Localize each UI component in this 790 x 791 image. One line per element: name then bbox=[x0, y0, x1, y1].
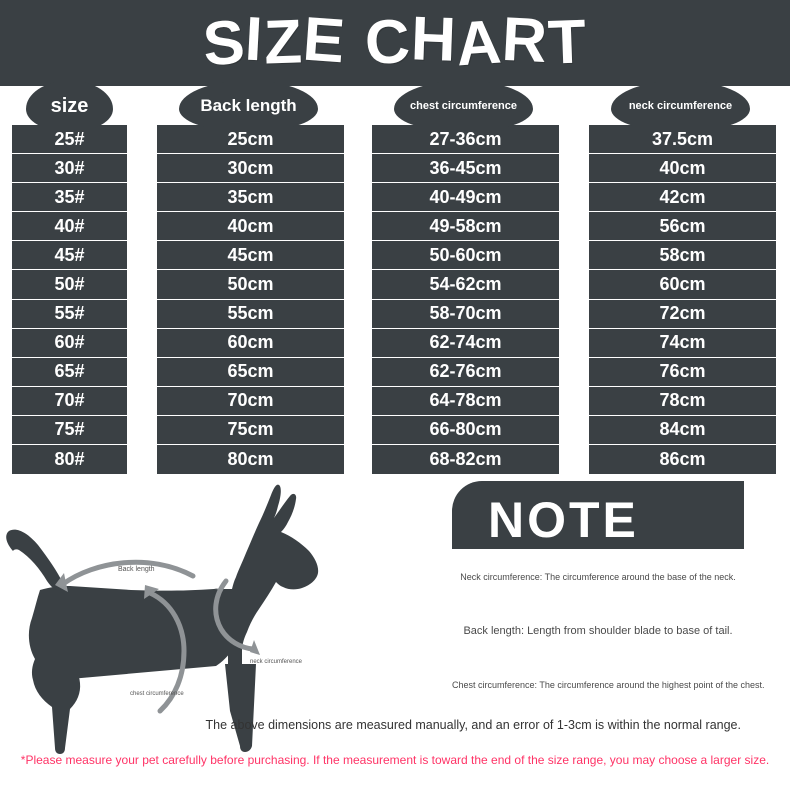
svg-text:chest circumference: chest circumference bbox=[130, 691, 184, 697]
svg-text:neck circumference: neck circumference bbox=[250, 659, 303, 665]
svg-text:Back length: Back length bbox=[118, 566, 155, 573]
